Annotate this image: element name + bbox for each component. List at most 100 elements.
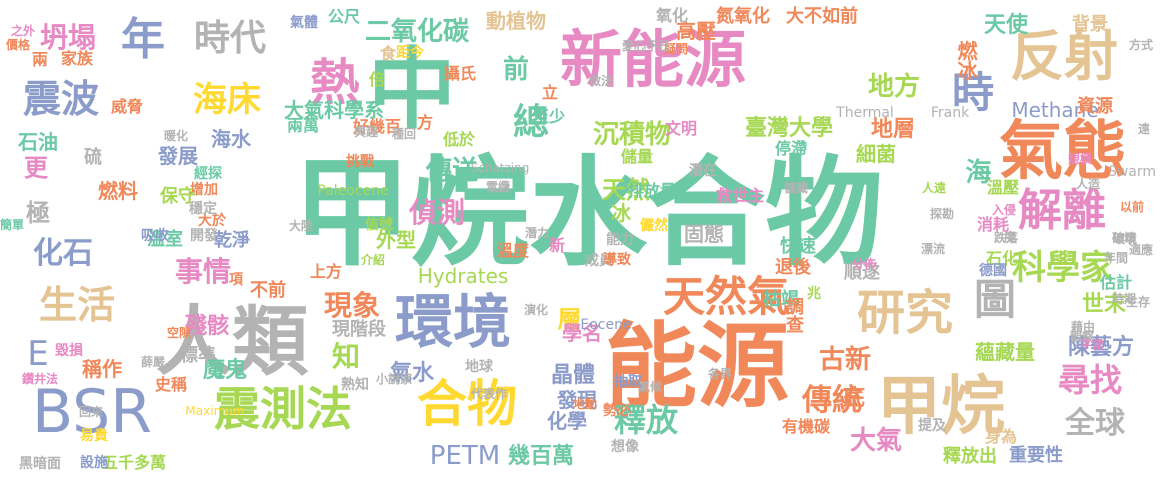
cloud-word: 破壞 <box>1111 231 1137 245</box>
cloud-word: 震波 <box>22 77 100 121</box>
cloud-word: PETM <box>429 441 501 471</box>
cloud-word: 釋放出 <box>943 446 997 467</box>
cloud-word: 停滯 <box>774 139 808 158</box>
cloud-word: 甲烷 <box>877 370 1005 444</box>
cloud-word: 年間 <box>1103 251 1129 265</box>
cloud-word: 易貴 <box>80 428 108 444</box>
cloud-word: 海水 <box>211 127 251 151</box>
cloud-word: 小說家 <box>375 372 413 386</box>
cloud-word: 現階段 <box>332 319 386 340</box>
cloud-word: 天然氣 <box>662 272 790 321</box>
cloud-word: 上方 <box>309 262 343 281</box>
cloud-word: 臺灣大學 <box>744 116 834 141</box>
cloud-word: 時 <box>951 68 995 117</box>
cloud-word: 保守 <box>160 186 196 207</box>
cloud-word: 殘骸 <box>184 314 230 339</box>
cloud-word: 不前 <box>250 280 286 301</box>
cloud-word: 兩萬 <box>286 116 320 135</box>
cloud-word: 資源 <box>1077 96 1113 117</box>
cloud-word: 固態 <box>684 222 724 246</box>
cloud-word: 方 <box>416 113 434 132</box>
cloud-word: 有機碳 <box>781 417 831 436</box>
cloud-word: 地層 <box>870 117 916 142</box>
cloud-word: Thermal <box>836 105 894 121</box>
cloud-word: 大氣科學系 <box>284 98 384 122</box>
cloud-word: 家族 <box>60 49 94 68</box>
cloud-word: 各界 <box>707 367 733 381</box>
cloud-word: 簡單 <box>0 218 25 232</box>
cloud-word: 方式 <box>1128 38 1154 52</box>
cloud-word: 時代 <box>193 18 267 59</box>
cloud-word: 氣候 <box>637 380 663 394</box>
cloud-word: 傳統 <box>802 383 862 418</box>
cloud-word: 史稱 <box>154 375 188 394</box>
cloud-word: 食 <box>379 44 397 63</box>
cloud-word: 人造 <box>1075 177 1101 191</box>
cloud-word: 化學 <box>547 409 587 433</box>
cloud-word: 暖化 <box>163 129 189 143</box>
cloud-word: Swarm <box>1107 164 1157 180</box>
cloud-word: 倍 <box>368 70 386 89</box>
cloud-word: 大於 <box>198 213 226 229</box>
cloud-word: 潛在 <box>689 163 717 179</box>
cloud-word: 蘊藏量 <box>975 340 1035 364</box>
cloud-word: 背景 <box>1072 14 1108 35</box>
cloud-word: 黑暗面 <box>19 456 61 472</box>
cloud-word: 合物 <box>417 375 517 433</box>
cloud-word: 全球 <box>1065 406 1125 441</box>
cloud-word: 發展 <box>158 144 198 168</box>
cloud-word: BSR <box>32 377 152 447</box>
cloud-word: 研究 <box>856 285 954 341</box>
cloud-word: 跌落 <box>993 231 1019 245</box>
cloud-word: 燃料 <box>98 179 138 203</box>
cloud-word: 天然 <box>602 176 650 204</box>
cloud-word: 排放量 <box>627 181 677 200</box>
cloud-word: 海床 <box>193 80 261 120</box>
cloud-word: 能力 <box>606 232 634 248</box>
cloud-word: 回來 <box>78 405 104 419</box>
cloud-word: 更 <box>24 154 48 182</box>
cloud-word: 人遠 <box>921 181 947 195</box>
cloud-word: 能源 <box>604 313 790 420</box>
cloud-word: 導致 <box>603 252 631 268</box>
cloud-word: 儼然 <box>640 218 668 234</box>
cloud-word: 薛嚴 <box>140 355 166 369</box>
cloud-word: 坍塌 <box>39 21 97 54</box>
cloud-word: Schatzing <box>470 161 530 175</box>
cloud-word: 年 <box>121 14 165 65</box>
cloud-word: 氣體 <box>290 15 318 31</box>
cloud-word: 調查 <box>783 297 804 333</box>
cloud-word: 增加 <box>190 182 218 198</box>
cloud-word: 生活 <box>38 283 116 327</box>
cloud-word: 挑戰 <box>346 154 374 170</box>
cloud-word: 疑問 <box>663 42 689 56</box>
cloud-word: 漂流 <box>920 242 946 256</box>
cloud-word: 發現 <box>557 388 597 412</box>
cloud-word: 圖 <box>973 275 1017 324</box>
cloud-word: 石油 <box>18 130 58 154</box>
cloud-word: 演化 <box>523 303 549 317</box>
cloud-word: 經探 <box>194 166 222 182</box>
cloud-word: 以前 <box>1119 200 1145 214</box>
cloud-word: 文明 <box>664 119 698 138</box>
cloud-word: 地方 <box>867 72 921 102</box>
cloud-word: 外型 <box>376 228 416 252</box>
cloud-word: 環境 <box>394 288 512 356</box>
cloud-word: 至少 <box>532 107 566 126</box>
cloud-word: 適應 <box>1128 243 1154 257</box>
cloud-word: Eocene <box>580 317 632 333</box>
cloud-word: 熟知 <box>341 377 369 393</box>
cloud-word: 潛力 <box>524 226 550 240</box>
cloud-word: 海 <box>961 158 991 184</box>
cloud-word: 信號 <box>365 217 393 233</box>
cloud-word: 氧化 <box>655 6 689 25</box>
cloud-word: 硫 <box>84 147 102 168</box>
cloud-word: 溫室 <box>147 229 183 250</box>
cloud-word: 立 <box>541 83 559 102</box>
cloud-word: 細菌 <box>856 142 896 166</box>
cloud-word: 愛心不已 <box>621 39 671 53</box>
cloud-word: 大不如前 <box>786 6 858 27</box>
cloud-word: 價格 <box>5 38 31 52</box>
cloud-word: 成員 <box>585 253 613 269</box>
cloud-word: 高壓 <box>676 19 716 43</box>
